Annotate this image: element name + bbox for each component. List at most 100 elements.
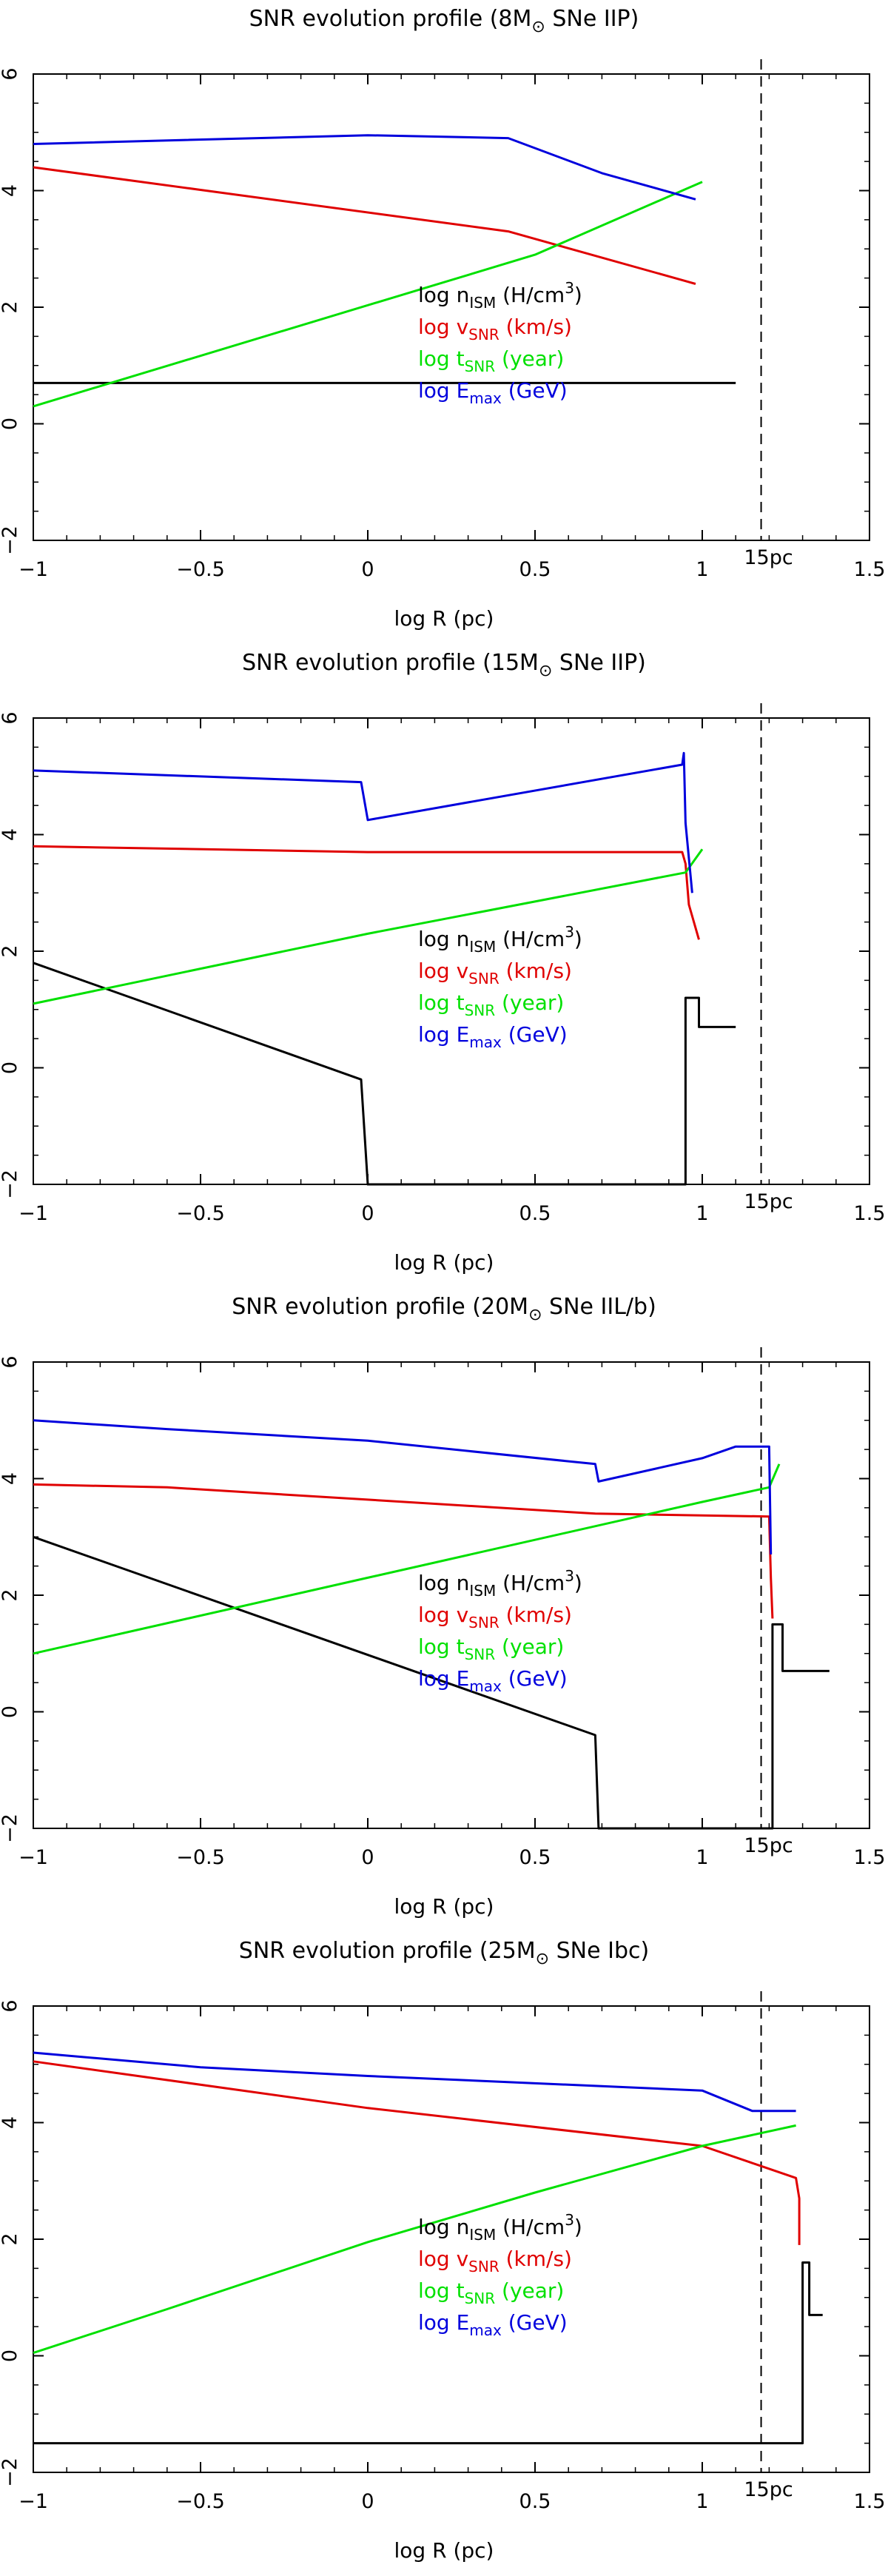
y-tick-label: 4: [0, 2116, 21, 2129]
y-tick-label: −2: [0, 1814, 21, 1843]
x-tick-label: 1: [696, 558, 708, 581]
x-tick-label: 0: [361, 1202, 374, 1225]
chart-svg: SNR evolution profile (25M⊙ SNe Ibc) −1 −0…: [0, 1938, 886, 2563]
x-tick-label: 1: [696, 2490, 708, 2513]
x-tick-label: −1: [18, 1846, 48, 1869]
x-tick-label: 1.5: [854, 558, 886, 581]
x-tick-label: −0.5: [176, 1846, 225, 1869]
y-tick-label: 0: [0, 1061, 21, 1074]
y-tick-label: 6: [0, 1999, 21, 2012]
series-line-n-ism: [33, 1535, 830, 1830]
series-line-n-ism: [33, 2261, 823, 2445]
series-line-e-max: [33, 751, 693, 893]
series-line-e-max: [33, 2051, 796, 2113]
series-line-t-snr: [33, 2124, 796, 2355]
y-tick-label: −2: [0, 2458, 21, 2487]
series-line-t-snr: [33, 1463, 781, 1655]
x-tick-label: 0.5: [519, 2490, 551, 2513]
chart-title-suffix: SNe IIP): [552, 650, 646, 676]
y-tick-label: 0: [0, 1705, 21, 1718]
legend-entry: log Emax (GeV): [418, 1666, 568, 1695]
legend-entry: log vSNR (km/s): [418, 1603, 572, 1631]
chart-title-suffix: SNe IIL/b): [542, 1294, 656, 1320]
x-tick-label: 1: [696, 1846, 708, 1869]
x-tick-label: −1: [18, 2490, 48, 2513]
chart-svg: SNR evolution profile (8M⊙ SNe IIP) −1 −0.…: [0, 6, 886, 631]
legend-entry: log Emax (GeV): [418, 378, 568, 407]
radius-15pc-label: 15pc: [744, 1834, 793, 1857]
y-tick-label: 0: [0, 417, 21, 430]
sun-symbol: ⊙: [536, 1950, 549, 1968]
chart-title-suffix: SNe IIP): [545, 6, 639, 32]
plot-frame: [33, 73, 870, 541]
series-line-e-max: [33, 134, 696, 201]
y-tick-label: 2: [0, 1589, 21, 1601]
y-tick-label: 4: [0, 184, 21, 197]
series-line-v-snr: [33, 2060, 801, 2245]
chart-panel-2: SNR evolution profile (15M⊙ SNe IIP) −1 −0…: [0, 644, 888, 1288]
series-line-t-snr: [33, 181, 703, 408]
chart-title-text: SNR evolution profile (15M: [242, 650, 539, 676]
x-tick-label: 0.5: [519, 558, 551, 581]
chart-title-text: SNR evolution profile (8M: [249, 6, 532, 32]
legend-entry: log vSNR (km/s): [418, 315, 572, 343]
series-line-v-snr: [33, 166, 696, 285]
y-tick-label: 4: [0, 1472, 21, 1485]
x-tick-label: 0.5: [519, 1846, 551, 1869]
chart-title: SNR evolution profile (8M⊙ SNe IIP): [249, 6, 639, 36]
chart-svg: SNR evolution profile (15M⊙ SNe IIP) −1 −0…: [0, 650, 886, 1275]
radius-15pc-label: 15pc: [744, 2478, 793, 2501]
legend-entry: log nISM (H/cm3): [418, 2211, 582, 2244]
legend-entry: log nISM (H/cm3): [418, 923, 582, 956]
x-axis-label: log R (pc): [394, 2538, 494, 2563]
series-line-v-snr: [33, 845, 700, 940]
y-tick-label: 2: [0, 945, 21, 957]
series-line-t-snr: [33, 848, 704, 1005]
y-tick-label: −2: [0, 1170, 21, 1199]
series-line-n-ism: [33, 962, 736, 1186]
x-tick-label: 0: [361, 2490, 374, 2513]
radius-15pc-label: 15pc: [744, 1190, 793, 1213]
x-tick-label: 1.5: [854, 1202, 886, 1225]
chart-title: SNR evolution profile (15M⊙ SNe IIP): [242, 650, 646, 680]
x-tick-label: −0.5: [176, 558, 225, 581]
x-tick-label: −0.5: [176, 2490, 225, 2513]
y-tick-label: 4: [0, 828, 21, 841]
legend-entry: log Emax (GeV): [418, 2310, 568, 2339]
x-tick-label: −1: [18, 1202, 48, 1225]
plot-frame: [33, 717, 870, 1185]
y-tick-label: 2: [0, 301, 21, 313]
plot-frame: [33, 2005, 870, 2473]
chart-panel-1: SNR evolution profile (8M⊙ SNe IIP) −1 −0.…: [0, 0, 888, 644]
plot-frame: [33, 1361, 870, 1829]
x-tick-label: −1: [18, 558, 48, 581]
chart-title: SNR evolution profile (20M⊙ SNe IIL/b): [232, 1294, 656, 1324]
y-tick-label: 6: [0, 711, 21, 724]
x-tick-label: 1.5: [854, 1846, 886, 1869]
y-tick-label: 2: [0, 2233, 21, 2245]
legend-entry: log Emax (GeV): [418, 1022, 568, 1051]
x-tick-label: −0.5: [176, 1202, 225, 1225]
series-line-e-max: [33, 1419, 773, 1554]
x-axis-label: log R (pc): [394, 1894, 494, 1919]
x-axis-label: log R (pc): [394, 1250, 494, 1275]
legend-entry: log tSNR (year): [418, 1634, 564, 1663]
y-tick-label: 6: [0, 67, 21, 80]
legend-entry: log tSNR (year): [418, 2278, 564, 2307]
chart-title: SNR evolution profile (25M⊙ SNe Ibc): [239, 1938, 649, 1968]
sun-symbol: ⊙: [539, 662, 552, 680]
y-tick-label: 0: [0, 2349, 21, 2362]
chart-title-text: SNR evolution profile (25M: [239, 1938, 536, 1964]
y-tick-label: −2: [0, 526, 21, 555]
chart-panel-3: SNR evolution profile (20M⊙ SNe IIL/b) −1…: [0, 1288, 888, 1932]
sun-symbol: ⊙: [531, 18, 545, 36]
x-tick-label: 1.5: [854, 2490, 886, 2513]
legend-entry: log tSNR (year): [418, 346, 564, 375]
x-tick-label: 0: [361, 1846, 374, 1869]
chart-title-suffix: SNe Ibc): [549, 1938, 649, 1964]
radius-15pc-label: 15pc: [744, 546, 793, 569]
chart-panel-4: SNR evolution profile (25M⊙ SNe Ibc) −1 −0…: [0, 1932, 888, 2576]
sun-symbol: ⊙: [528, 1306, 542, 1324]
x-tick-label: 0.5: [519, 1202, 551, 1225]
legend-entry: log tSNR (year): [418, 990, 564, 1019]
